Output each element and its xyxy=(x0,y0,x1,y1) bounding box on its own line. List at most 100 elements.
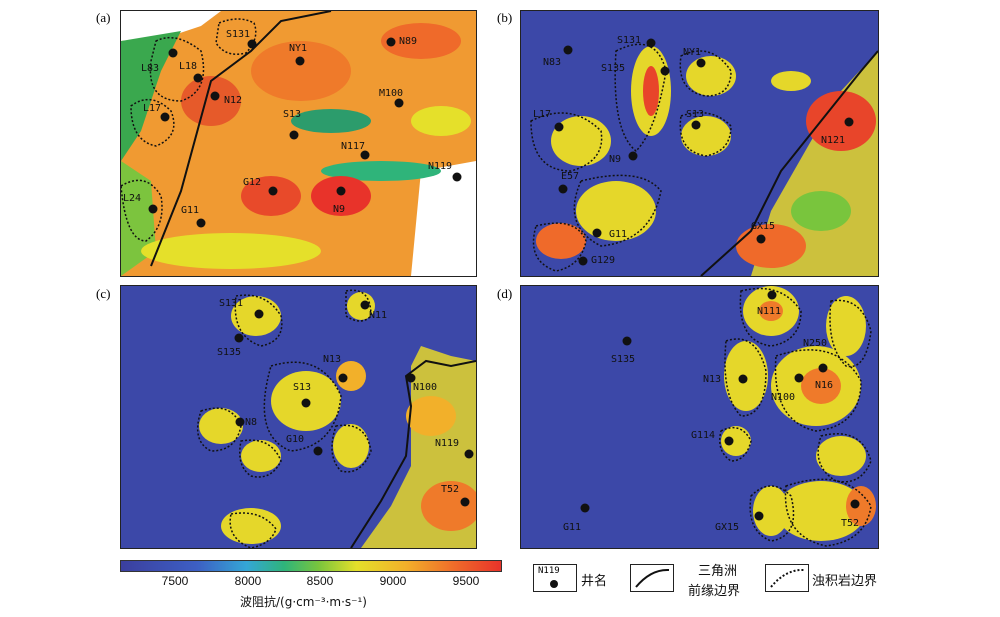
panel-a-label: (a) xyxy=(96,10,111,25)
well-label: N119 xyxy=(435,438,460,449)
well-label: S135 xyxy=(601,63,626,74)
well-label: NY1 xyxy=(683,47,702,58)
well-marker xyxy=(406,373,416,383)
panel-c-label: (c) xyxy=(96,286,111,301)
well-label: N9 xyxy=(333,204,346,215)
well-marker xyxy=(691,120,701,130)
well-dot-icon xyxy=(550,580,558,588)
legend-well-text: 井名 xyxy=(581,574,608,589)
well-marker xyxy=(254,309,264,319)
colorbar-tick: 8000 xyxy=(234,574,262,588)
well-marker xyxy=(558,184,568,194)
legend-turbidite-text: 浊积岩边界 xyxy=(812,574,878,589)
well-label: N8 xyxy=(245,417,258,428)
well-label: N16 xyxy=(815,380,834,391)
well-label: GX15 xyxy=(715,522,740,533)
well-marker xyxy=(578,256,588,266)
colorbar-title: 波阻抗/(g·cm⁻³·m·s⁻¹) xyxy=(240,595,367,609)
well-marker xyxy=(247,39,257,49)
well-marker xyxy=(338,373,348,383)
well-marker xyxy=(767,290,777,300)
well-label: N11 xyxy=(369,310,388,321)
panel-b-svg xyxy=(530,43,878,276)
delta-boundary-icon xyxy=(635,568,670,588)
well-marker xyxy=(235,417,245,427)
well-marker xyxy=(452,172,462,182)
well-marker xyxy=(724,436,734,446)
well-marker xyxy=(794,373,804,383)
well-marker xyxy=(660,66,670,76)
panel-c-map: S131 N11 S135 N13 S13 N100 N8 G10 N119 T… xyxy=(120,285,477,549)
well-marker xyxy=(360,300,370,310)
well-label: N119 xyxy=(428,161,453,172)
well-marker xyxy=(696,58,706,68)
well-marker xyxy=(360,150,370,160)
well-marker xyxy=(148,204,158,214)
well-marker xyxy=(844,117,854,127)
well-marker xyxy=(754,511,764,521)
well-marker xyxy=(386,37,396,47)
well-marker xyxy=(818,363,828,373)
well-label: N13 xyxy=(323,354,342,365)
panel-d-svg xyxy=(719,286,876,547)
well-marker xyxy=(193,73,203,83)
well-label: T52 xyxy=(841,518,860,529)
well-label: N121 xyxy=(821,135,846,146)
legend-delta-icon xyxy=(630,564,674,592)
well-marker xyxy=(234,333,244,343)
panel-c-svg xyxy=(196,289,476,548)
turbidite-boundary-icon xyxy=(770,568,805,588)
colorbar-tick: 9000 xyxy=(379,574,407,588)
well-marker xyxy=(336,186,346,196)
well-label: S13 xyxy=(283,109,302,120)
well-label: G11 xyxy=(181,205,200,216)
colorbar-tick: 7500 xyxy=(161,574,189,588)
well-label: L18 xyxy=(179,61,198,72)
legend-delta-text-1: 三角洲 xyxy=(698,564,738,579)
well-marker xyxy=(850,499,860,509)
panel-a-svg xyxy=(121,11,476,276)
well-marker xyxy=(563,45,573,55)
well-label: N83 xyxy=(543,57,562,68)
well-marker xyxy=(168,48,178,58)
well-marker xyxy=(580,503,590,513)
well-label: G11 xyxy=(609,229,628,240)
well-label: S13 xyxy=(293,382,312,393)
well-label: E57 xyxy=(561,171,580,182)
panel-b-label: (b) xyxy=(497,10,513,25)
well-label: S135 xyxy=(611,354,636,365)
well-marker xyxy=(622,336,632,346)
well-label: L17 xyxy=(143,103,162,114)
legend-turbidite-icon xyxy=(765,564,809,592)
well-marker xyxy=(646,38,656,48)
well-marker xyxy=(196,218,206,228)
well-marker xyxy=(313,446,323,456)
well-marker xyxy=(756,234,766,244)
well-marker xyxy=(268,186,278,196)
well-label: S135 xyxy=(217,347,242,358)
well-label: G10 xyxy=(286,434,305,445)
panel-d-map: N111 S135 N250 N13 N16 N100 G114 G11 GX1… xyxy=(520,285,879,549)
well-label: N117 xyxy=(341,141,366,152)
well-label: N12 xyxy=(224,95,243,106)
impedance-colorbar xyxy=(120,560,502,572)
well-marker xyxy=(460,497,470,507)
well-marker xyxy=(592,228,602,238)
well-marker xyxy=(738,374,748,384)
well-label: L83 xyxy=(141,63,160,74)
colorbar-tick: 9500 xyxy=(452,574,480,588)
well-label: NY1 xyxy=(289,43,308,54)
well-label: S131 xyxy=(617,35,642,46)
well-label: G11 xyxy=(563,522,582,533)
well-label: N89 xyxy=(399,36,418,47)
well-label: G129 xyxy=(591,255,616,266)
well-marker xyxy=(628,151,638,161)
well-label: N100 xyxy=(771,392,796,403)
panel-a-map: S131 NY1 N89 L83 L18 N12 L17 M100 S13 N1… xyxy=(120,10,477,277)
well-marker xyxy=(554,122,564,132)
well-label: G12 xyxy=(243,177,262,188)
well-marker xyxy=(464,449,474,459)
well-marker xyxy=(289,130,299,140)
well-label: M100 xyxy=(379,88,404,99)
well-marker xyxy=(301,398,311,408)
